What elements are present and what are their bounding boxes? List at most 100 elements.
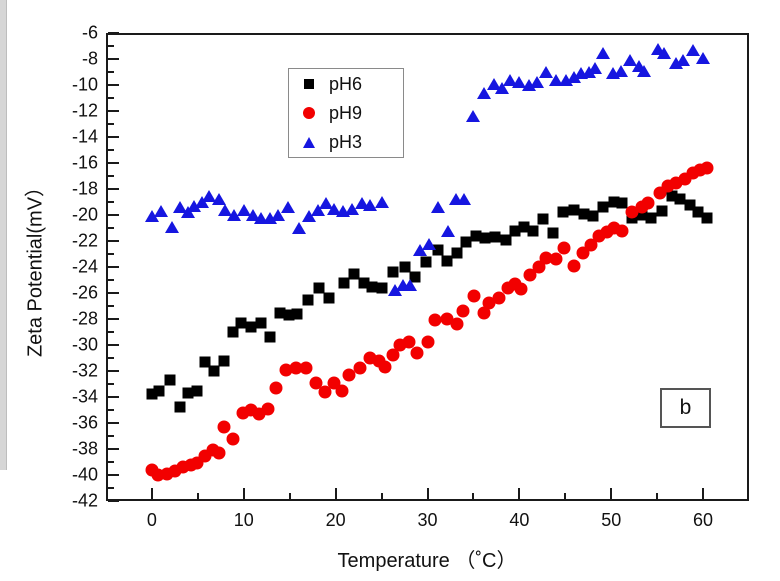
data-point-pH9 <box>378 360 392 374</box>
data-point-pH6 <box>399 261 411 273</box>
y-major-tick <box>108 240 119 242</box>
data-point-pH9 <box>440 312 454 326</box>
scan-edge-artifact <box>0 0 7 470</box>
data-point-pH9 <box>700 161 714 175</box>
data-point-pH3 <box>614 64 629 77</box>
data-point-pH6 <box>218 355 230 367</box>
legend-circle-marker-icon <box>289 107 329 119</box>
legend-label: pH6 <box>329 73 363 94</box>
data-point-pH9 <box>584 238 598 252</box>
data-point-pH6 <box>274 307 286 318</box>
y-major-tick <box>108 448 119 450</box>
data-point-pH6 <box>527 225 539 237</box>
y-major-tick <box>108 396 119 398</box>
x-minor-tick <box>380 493 383 499</box>
data-point-pH3 <box>675 54 690 67</box>
y-major-tick <box>108 500 119 502</box>
data-point-pH9 <box>386 348 400 362</box>
data-point-pH9 <box>353 361 367 375</box>
legend-item-ph6: pH6 <box>289 70 403 98</box>
data-point-pH9 <box>492 291 506 305</box>
y-tick-label: -6 <box>81 22 98 43</box>
y-major-tick <box>108 422 119 424</box>
x-minor-tick <box>196 493 199 499</box>
data-point-pH9 <box>318 385 332 399</box>
data-point-pH6 <box>666 190 678 201</box>
data-point-pH6 <box>608 196 620 208</box>
x-major-tick <box>242 488 245 499</box>
data-point-pH6 <box>701 212 713 224</box>
legend: pH6 pH9 pH3 <box>288 68 404 158</box>
data-point-pH6 <box>191 385 203 396</box>
data-point-pH6 <box>146 388 158 400</box>
data-point-pH9 <box>549 252 563 266</box>
data-point-pH9 <box>615 224 629 238</box>
data-point-pH6 <box>441 255 453 266</box>
y-tick-label: -34 <box>71 386 98 407</box>
x-major-tick <box>702 488 705 499</box>
y-major-tick <box>108 136 119 138</box>
data-point-pH3 <box>696 51 711 64</box>
data-point-pH6 <box>692 206 704 218</box>
y-minor-tick <box>108 279 114 281</box>
data-point-pH6 <box>547 227 559 239</box>
data-point-pH6 <box>597 201 609 213</box>
x-minor-tick <box>564 493 567 499</box>
y-minor-tick <box>108 45 114 47</box>
data-point-pH3 <box>362 198 377 211</box>
data-point-pH6 <box>578 208 590 220</box>
legend-item-ph3: pH3 <box>289 128 403 156</box>
y-minor-tick <box>108 305 114 307</box>
y-major-tick <box>108 474 119 476</box>
y-minor-tick <box>108 175 114 177</box>
data-point-pH6 <box>323 292 335 304</box>
data-point-pH6 <box>264 331 275 343</box>
data-point-pH6 <box>537 213 549 225</box>
data-point-pH6 <box>645 212 657 224</box>
legend-square-marker-icon <box>289 79 329 89</box>
data-point-pH9 <box>456 304 470 318</box>
x-tick-label: 30 <box>417 510 438 530</box>
y-major-tick <box>108 32 119 34</box>
data-point-pH9 <box>428 313 442 327</box>
y-tick-label: -10 <box>71 74 98 95</box>
data-point-pH6 <box>451 247 463 259</box>
data-point-pH9 <box>342 368 356 382</box>
panel-label: b <box>679 396 692 419</box>
data-point-pH6 <box>518 221 530 233</box>
y-tick-label: -12 <box>71 100 98 121</box>
data-point-pH9 <box>212 446 226 460</box>
data-point-pH6 <box>509 225 521 237</box>
y-tick-label: -8 <box>81 48 98 69</box>
y-minor-tick <box>108 461 114 463</box>
y-major-tick <box>108 266 119 268</box>
x-major-tick <box>610 488 613 499</box>
y-tick-label: -38 <box>71 438 98 459</box>
y-minor-tick <box>108 97 114 99</box>
data-point-pH6 <box>153 385 165 396</box>
data-point-pH9 <box>539 251 553 265</box>
y-minor-tick <box>108 123 114 125</box>
data-point-pH3 <box>422 237 437 250</box>
y-tick-label: -28 <box>71 308 98 329</box>
data-point-pH3 <box>657 46 672 59</box>
y-major-tick <box>108 292 119 294</box>
data-point-pH9 <box>289 361 303 375</box>
data-point-pH6 <box>420 256 432 268</box>
legend-triangle-marker-icon <box>289 136 329 148</box>
data-point-pH9 <box>482 296 496 310</box>
y-tick-label: -16 <box>71 152 98 173</box>
data-point-pH9 <box>335 384 349 397</box>
data-point-pH3 <box>430 201 445 214</box>
panel-label-box: b <box>660 388 711 428</box>
x-minor-tick <box>288 493 291 499</box>
data-point-pH6 <box>338 277 350 289</box>
data-point-pH3 <box>291 222 306 234</box>
data-point-pH6 <box>674 193 686 205</box>
y-minor-tick <box>108 331 114 333</box>
data-point-pH6 <box>387 266 399 278</box>
y-tick-label: -36 <box>71 412 98 433</box>
data-point-pH6 <box>636 209 648 221</box>
data-point-pH6 <box>313 282 325 294</box>
